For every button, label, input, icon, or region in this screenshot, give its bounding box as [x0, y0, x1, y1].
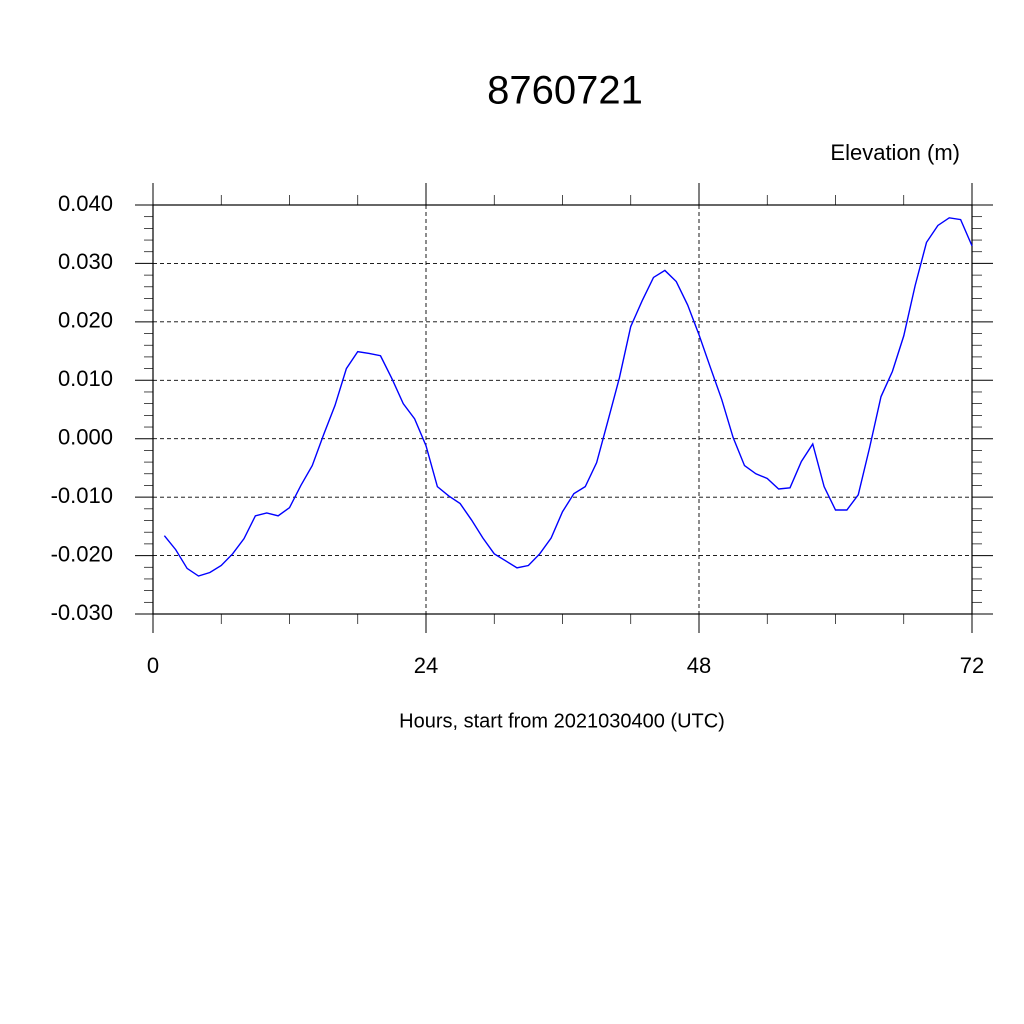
x-tick-label: 48	[687, 653, 711, 678]
y-tick-label: 0.040	[58, 191, 113, 216]
x-tick-label: 24	[414, 653, 438, 678]
y-tick-label: -0.010	[51, 483, 113, 508]
y-tick-label: 0.010	[58, 366, 113, 391]
x-tick-label: 0	[147, 653, 159, 678]
y-tick-label: 0.020	[58, 308, 113, 333]
x-axis-label: Hours, start from 2021030400 (UTC)	[399, 710, 725, 732]
y-tick-label: 0.000	[58, 425, 113, 450]
y-tick-label: 0.030	[58, 249, 113, 274]
y-tick-label: -0.020	[51, 541, 113, 566]
y-axis-label: Elevation (m)	[830, 140, 960, 165]
data-line	[163, 217, 973, 577]
plot-frame	[152, 204, 973, 615]
y-tick-label: -0.030	[51, 600, 113, 625]
chart-title: 8760721	[487, 69, 643, 113]
x-tick-label: 72	[960, 653, 984, 678]
